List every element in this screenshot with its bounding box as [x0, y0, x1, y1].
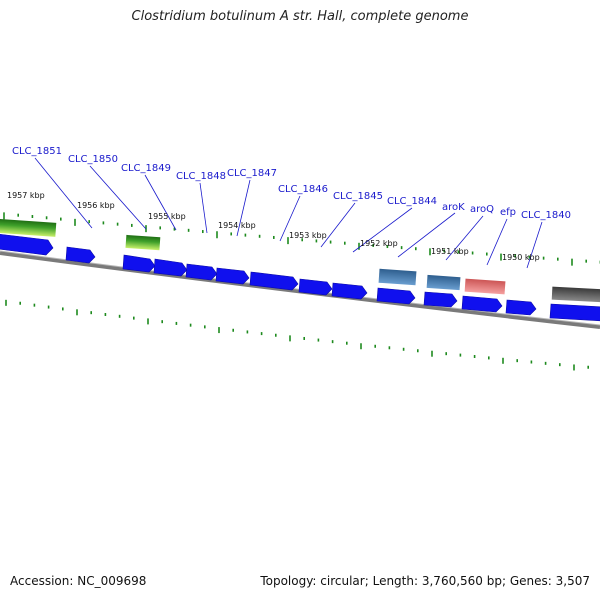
leader-line [397, 212, 456, 258]
accession-value: NC_009698 [77, 574, 147, 588]
leader-line [352, 207, 413, 253]
cds-arrow [331, 282, 368, 300]
cds-arrow [549, 303, 600, 322]
genes-value: 3,507 [555, 574, 590, 588]
trna-feature [0, 218, 57, 237]
gene-label-efp[interactable]: efp [500, 207, 516, 218]
leader-line [34, 157, 93, 229]
genes-label: Genes: [509, 574, 552, 588]
trna-feature [125, 234, 161, 251]
leader-lines [34, 157, 543, 269]
kbp-label: 1950 kbp [502, 253, 540, 262]
cds-arrow [0, 233, 54, 256]
kbp-label: 1956 kbp [77, 201, 115, 210]
leader-line [486, 218, 508, 266]
gene-labels: CLC_1851 CLC_1850 CLC_1849 CLC_1848 CLC_… [12, 146, 571, 221]
leader-line [526, 221, 543, 269]
cds-track [0, 233, 600, 322]
accession-info: Accession: NC_009698 [10, 574, 146, 588]
gray-feature [551, 286, 600, 303]
feature-tracks [0, 218, 600, 303]
accession-label: Accession: [10, 574, 74, 588]
gene-label-clc-1845[interactable]: CLC_1845 [333, 191, 383, 202]
efp-feature [464, 278, 506, 295]
gene-label-aroK[interactable]: aroK [442, 202, 465, 213]
leader-line [199, 182, 208, 234]
kbp-label: 1951 kbp [431, 247, 469, 256]
leader-line [279, 195, 301, 242]
leader-line [89, 165, 147, 230]
leader-line [320, 202, 356, 248]
tick-marks [3, 212, 600, 371]
gene-label-aroQ[interactable]: aroQ [470, 204, 494, 215]
cds-arrow [249, 271, 299, 291]
topology-label: Topology: [260, 574, 317, 588]
gene-label-clc-1851[interactable]: CLC_1851 [12, 146, 62, 157]
gene-label-clc-1844[interactable]: CLC_1844 [387, 196, 437, 207]
aroK-feature [378, 268, 417, 286]
cds-arrow [215, 267, 250, 285]
topology-value: circular [320, 574, 365, 588]
kbp-label: 1957 kbp [7, 191, 45, 200]
gene-label-clc-1850[interactable]: CLC_1850 [68, 154, 118, 165]
gene-label-clc-1848[interactable]: CLC_1848 [176, 171, 226, 182]
cds-arrow [122, 254, 156, 273]
length-value: 3,760,560 bp [421, 574, 502, 588]
gene-label-clc-1846[interactable]: CLC_1846 [278, 184, 328, 195]
aroQ-feature [426, 274, 461, 291]
leader-line [236, 179, 251, 237]
gene-label-clc-1840[interactable]: CLC_1840 [521, 210, 571, 221]
length-label: Length: [372, 574, 419, 588]
kbp-label: 1955 kbp [148, 212, 186, 221]
kbp-label: 1953 kbp [289, 231, 327, 240]
cds-arrow [185, 263, 218, 281]
leader-line [144, 174, 177, 231]
leader-line [445, 215, 484, 261]
genome-summary: Topology: circular; Length: 3,760,560 bp… [260, 574, 590, 588]
cds-arrow [298, 278, 333, 296]
cds-arrow [65, 246, 96, 264]
cds-arrow [505, 299, 537, 316]
gene-label-clc-1847[interactable]: CLC_1847 [227, 168, 277, 179]
gene-label-clc-1849[interactable]: CLC_1849 [121, 163, 171, 174]
kbp-label: 1952 kbp [360, 239, 398, 248]
kbp-label: 1954 kbp [218, 221, 256, 230]
cds-arrow [423, 291, 458, 308]
cds-arrow [153, 258, 188, 277]
kbp-labels: 1957 kbp 1956 kbp 1955 kbp 1954 kbp 1953… [7, 191, 540, 262]
cds-arrow [461, 295, 503, 313]
cds-arrow [376, 287, 416, 305]
map-title: Clostridium botulinum A str. Hall, compl… [131, 9, 469, 24]
